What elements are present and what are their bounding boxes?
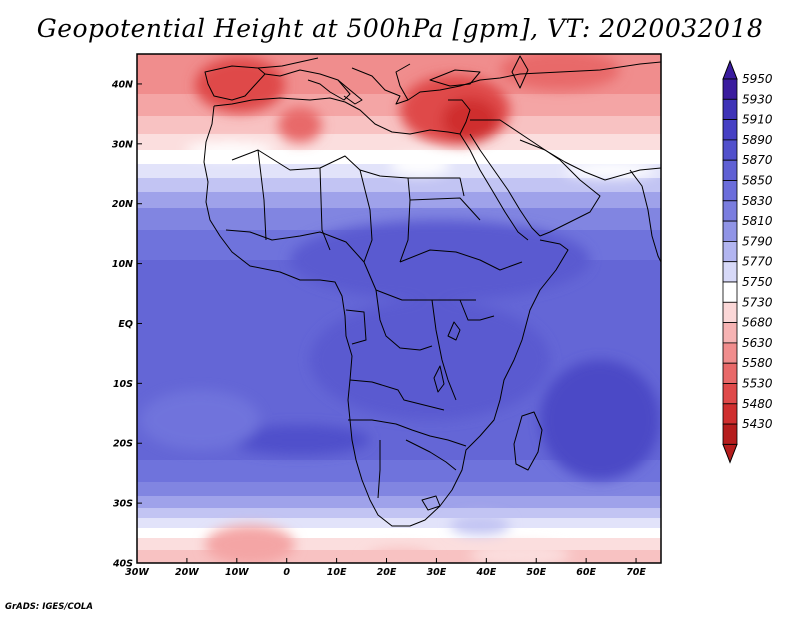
height-field <box>137 54 661 563</box>
colorbar-label: 5770 <box>742 255 773 269</box>
x-tick-label: 60E <box>576 567 596 578</box>
y-tick-label: 20N <box>112 199 133 210</box>
x-tick-label: 20E <box>377 567 397 578</box>
colorbar-segment <box>722 240 738 263</box>
colorbar-segment <box>722 180 738 202</box>
x-tick-label: 10E <box>327 567 347 578</box>
x-tick-label: 0 <box>283 567 290 578</box>
colorbar-label: 5530 <box>742 377 773 391</box>
colorbar-label: 5870 <box>742 153 773 167</box>
colorbar-top-arrow <box>722 59 738 80</box>
colorbar-segment <box>722 281 738 303</box>
y-tick-label: 40S <box>112 559 133 570</box>
colorbar-segment <box>722 159 738 181</box>
x-tick-label: 20W <box>175 567 199 578</box>
x-tick-label: 50E <box>526 567 546 578</box>
y-tick-label: EQ <box>118 319 133 330</box>
x-tick-label: 30E <box>427 567 447 578</box>
colorbar-segment <box>722 403 738 425</box>
y-tick-label: 10N <box>112 259 133 270</box>
y-tick-label: 30S <box>113 499 133 510</box>
colorbar-label: 5910 <box>742 113 773 127</box>
colorbar-label: 5630 <box>742 336 773 350</box>
colorbar-label: 5580 <box>742 356 773 370</box>
colorbar-label: 5680 <box>742 316 773 330</box>
coastline <box>203 55 661 527</box>
colorbar-segment <box>722 98 738 121</box>
colorbar-bottom-arrow <box>722 443 738 464</box>
colorbar-label: 5750 <box>742 275 773 289</box>
colorbar-label: 5730 <box>742 295 773 309</box>
latitude-axis: 40N 30N 20N 10N EQ 10S 20S 30S 40S <box>111 79 142 570</box>
colorbar-segment <box>722 78 738 100</box>
colorbar-segment <box>722 220 738 242</box>
x-tick-label: 70E <box>626 567 646 578</box>
colorbar: 5950 5930 5910 5890 5870 5850 5830 5810 5790 5770… <box>722 59 773 464</box>
colorbar-label: 5950 <box>742 72 773 86</box>
colorbar-segment <box>722 342 738 364</box>
y-tick-label: 20S <box>113 439 133 450</box>
map-frame <box>136 53 662 564</box>
x-tick-label: 30W <box>125 567 149 578</box>
colorbar-label: 5850 <box>742 174 773 188</box>
grads-credit: GrADS: IGES/COLA <box>5 602 93 612</box>
colorbar-segment <box>722 383 738 405</box>
colorbar-label: 5930 <box>742 92 773 106</box>
colorbar-label: 5810 <box>742 214 773 228</box>
colorbar-segment <box>722 301 738 323</box>
colorbar-segment <box>722 139 738 161</box>
colorbar-segment <box>722 261 738 283</box>
chart-title: Geopotential Height at 500hPa [gpm], VT:… <box>36 14 764 43</box>
colorbar-segment <box>722 362 738 384</box>
colorbar-label: 5790 <box>742 234 773 248</box>
colorbar-segment <box>722 322 738 344</box>
colorbar-segment <box>722 423 738 445</box>
colorbar-label: 5830 <box>742 194 773 208</box>
x-tick-label: 10W <box>225 567 249 578</box>
colorbar-label: 5480 <box>742 397 773 411</box>
colorbar-label: 5890 <box>742 133 773 147</box>
colorbar-label: 5430 <box>742 417 773 431</box>
y-tick-label: 40N <box>111 79 133 90</box>
longitude-axis: 30W 20W 10W 0 10E 20E 30E 40E 50E 60E 70E <box>125 558 646 578</box>
y-tick-label: 30N <box>112 139 133 150</box>
colorbar-segment <box>722 119 738 141</box>
x-tick-label: 40E <box>475 567 496 578</box>
y-tick-label: 10S <box>113 379 133 390</box>
colorbar-segment <box>722 200 738 222</box>
